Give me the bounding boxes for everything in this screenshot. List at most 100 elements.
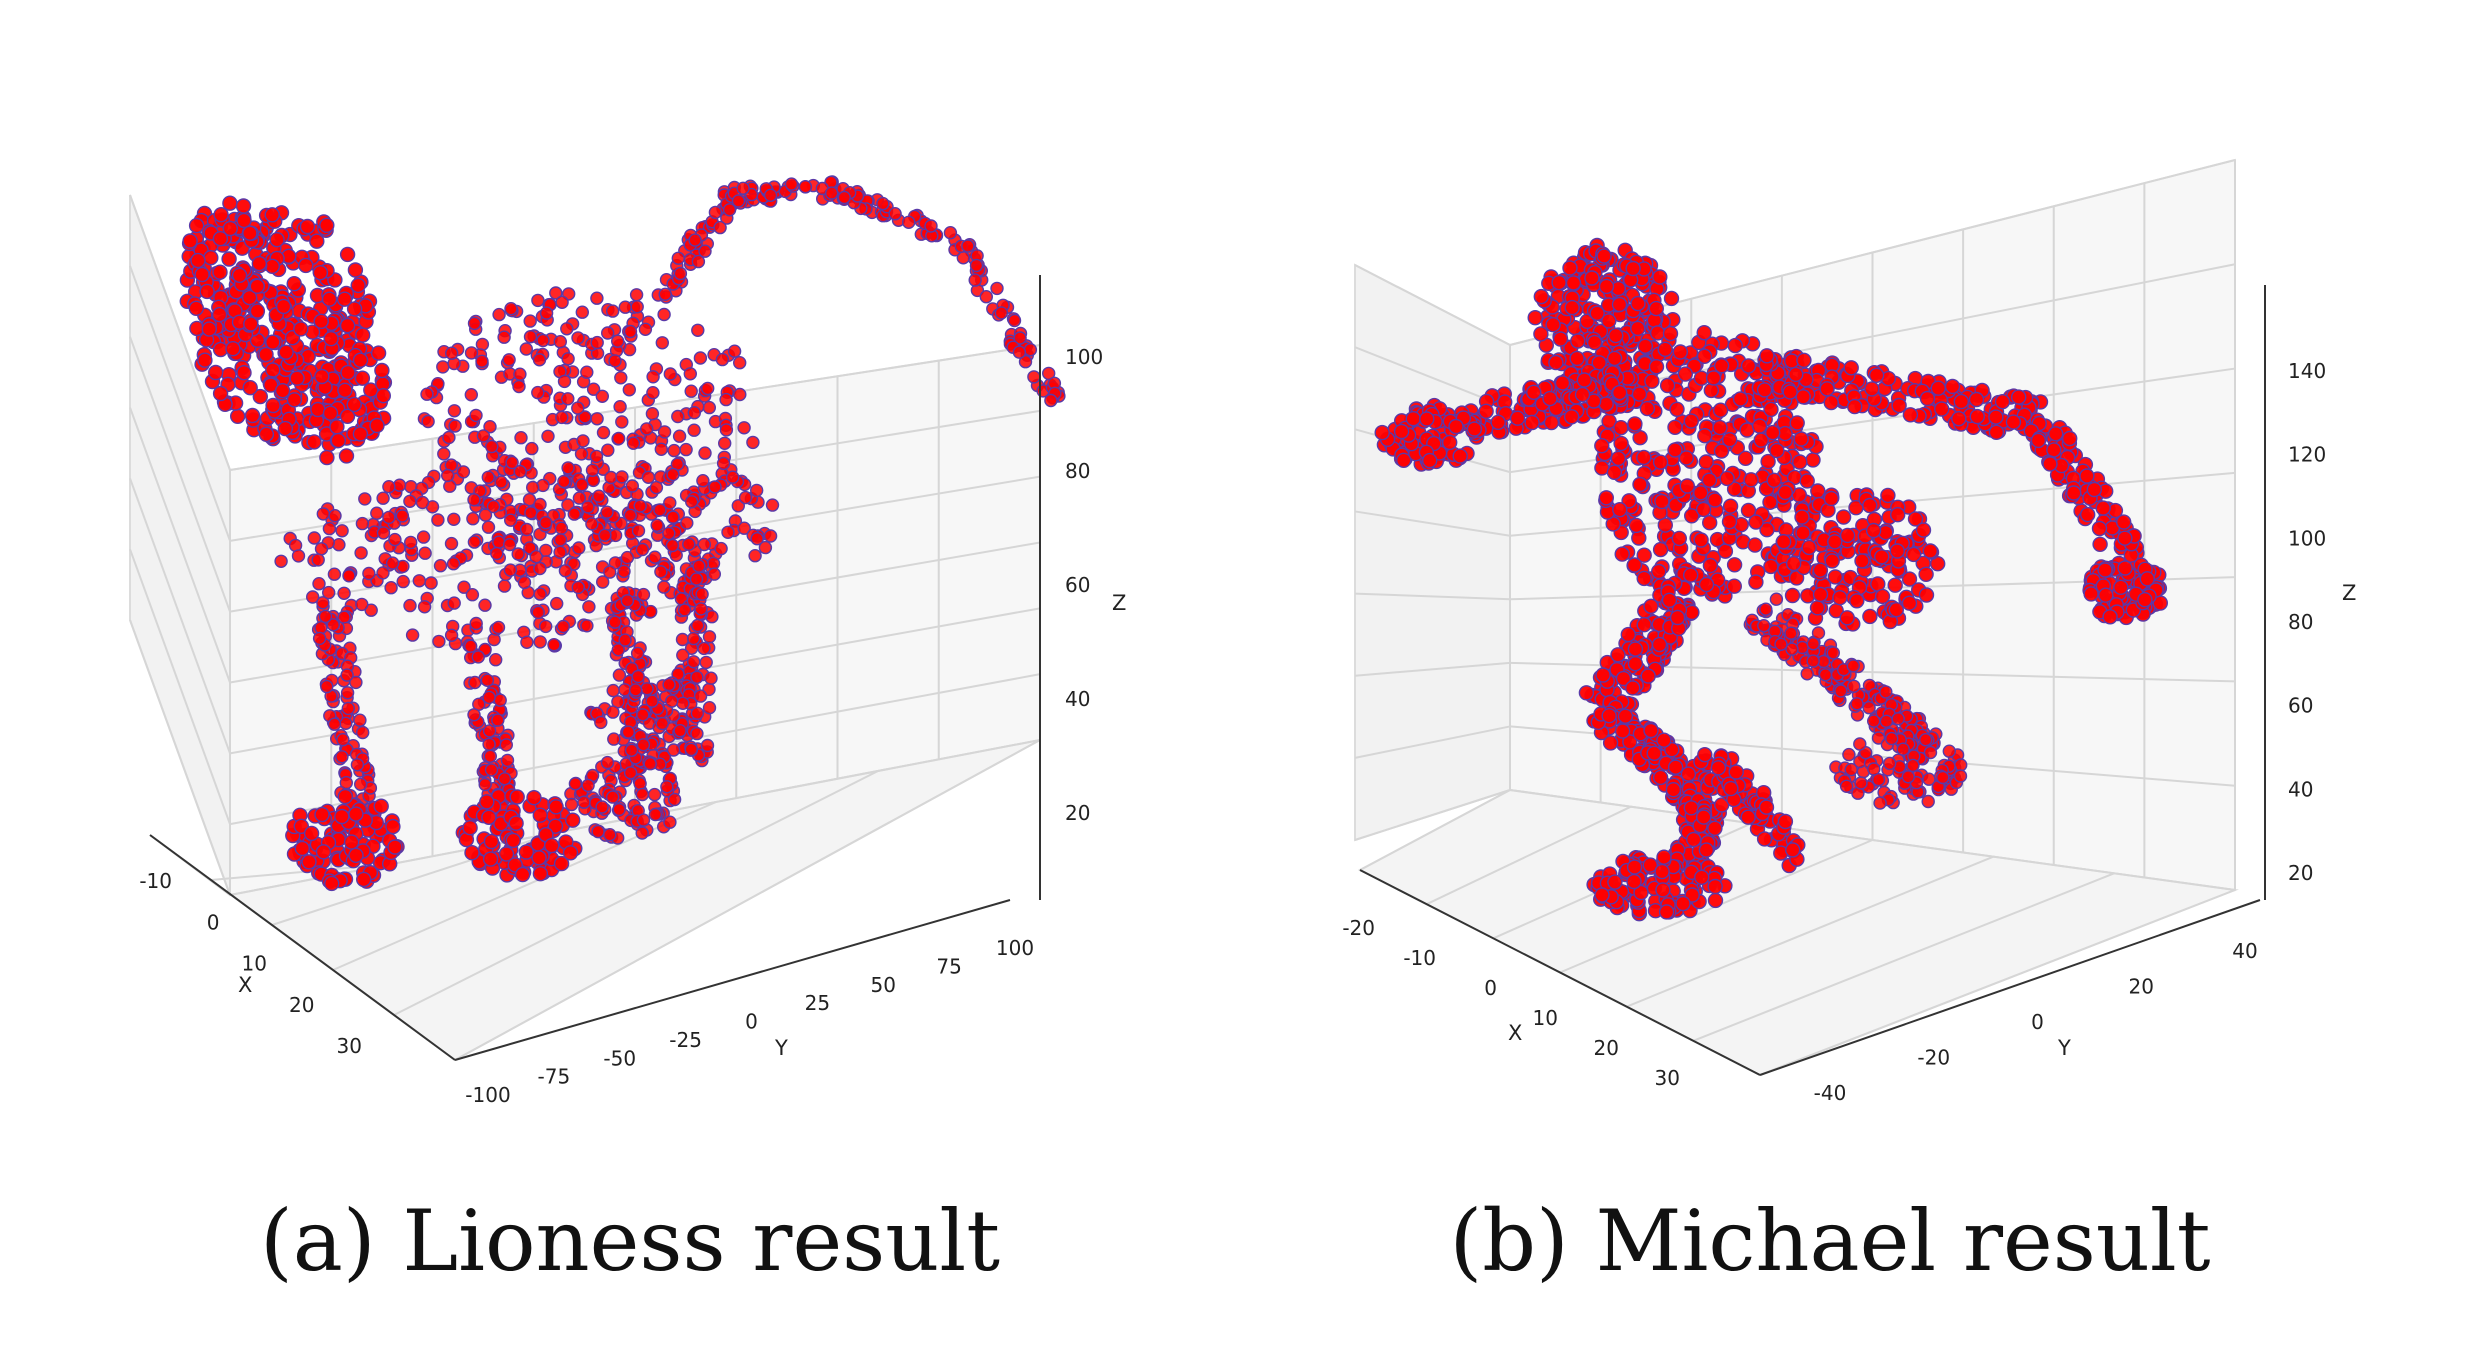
scatter-point bbox=[615, 415, 629, 429]
scatter-point bbox=[1693, 869, 1710, 885]
scatter-point bbox=[655, 336, 669, 350]
scatter-point bbox=[654, 565, 668, 579]
scatter-point bbox=[1659, 377, 1676, 394]
scatter-point bbox=[375, 388, 391, 404]
scatter-point bbox=[1627, 656, 1644, 672]
scatter-point bbox=[309, 233, 325, 249]
scatter-point bbox=[341, 701, 355, 716]
scatter-point bbox=[404, 535, 418, 550]
scatter-point bbox=[385, 818, 401, 835]
scatter-point bbox=[1968, 391, 1985, 408]
scatter-point bbox=[541, 429, 555, 443]
scatter-point bbox=[376, 526, 391, 540]
scatter-point bbox=[676, 696, 690, 710]
scatter-point bbox=[1846, 398, 1863, 415]
scatter-point bbox=[623, 324, 638, 339]
scatter-point bbox=[523, 541, 537, 555]
scatter-point bbox=[1748, 514, 1764, 530]
scatter-point bbox=[571, 580, 585, 595]
scatter-point bbox=[293, 321, 309, 337]
scatter-point bbox=[303, 825, 320, 842]
scatter-point bbox=[1777, 484, 1794, 501]
scatter-point bbox=[1441, 434, 1458, 451]
scatter-point bbox=[1478, 403, 1494, 419]
scatter-point bbox=[1525, 384, 1542, 400]
scatter-point bbox=[1839, 779, 1854, 793]
scatter-point bbox=[1792, 454, 1808, 470]
panel-lioness: -100102030-100-75-50-2502550751002040608… bbox=[129, 175, 1126, 1290]
point-cloud-lioness bbox=[179, 175, 1066, 892]
scatter-point bbox=[235, 198, 252, 214]
scatter-point bbox=[673, 724, 687, 738]
scatter-point bbox=[212, 385, 229, 402]
scatter-point bbox=[1697, 428, 1713, 444]
scatter-point bbox=[1806, 654, 1820, 668]
scatter-point bbox=[705, 610, 719, 624]
scatter-point bbox=[294, 840, 310, 857]
scatter-point bbox=[306, 434, 322, 450]
scatter-point bbox=[784, 177, 799, 191]
scatter-point bbox=[456, 465, 471, 479]
scatter-point bbox=[1627, 641, 1644, 657]
scatter-point bbox=[482, 737, 496, 751]
scatter-point bbox=[1679, 478, 1696, 494]
scatter-point bbox=[737, 421, 751, 435]
scatter-point bbox=[568, 777, 583, 791]
scatter-point bbox=[1695, 809, 1712, 825]
scatter-point bbox=[758, 540, 773, 555]
scatter-point bbox=[491, 713, 505, 727]
scatter-point bbox=[481, 809, 497, 825]
scatter-point bbox=[1793, 431, 1809, 447]
scatter-point bbox=[600, 505, 614, 519]
scatter-point bbox=[203, 250, 219, 266]
scatter-point bbox=[242, 380, 258, 396]
scatter-point bbox=[1576, 372, 1593, 388]
scatter-point bbox=[385, 556, 400, 570]
scatter-point bbox=[680, 516, 694, 530]
scatter-point bbox=[2097, 562, 2113, 578]
scatter-point bbox=[444, 536, 459, 551]
scatter-point bbox=[502, 353, 516, 367]
scatter-point bbox=[604, 470, 618, 485]
scatter-point bbox=[504, 302, 518, 316]
x-tick-label: 10 bbox=[242, 952, 267, 976]
scatter-point bbox=[352, 426, 369, 442]
scatter-point bbox=[363, 382, 379, 398]
scatter-point bbox=[653, 503, 667, 517]
scatter-point bbox=[1988, 424, 2005, 440]
scatter-point bbox=[574, 447, 589, 461]
scatter-point bbox=[691, 323, 705, 337]
scatter-point bbox=[617, 564, 631, 579]
scatter-point bbox=[1712, 402, 1729, 418]
scatter-point bbox=[265, 334, 281, 350]
scatter-point bbox=[212, 264, 228, 280]
scatter-point bbox=[581, 778, 595, 793]
grid-line bbox=[393, 770, 879, 1016]
scatter-point bbox=[736, 181, 750, 196]
scatter-point bbox=[690, 726, 704, 741]
scatter-point bbox=[1751, 418, 1768, 434]
scatter-point bbox=[1839, 527, 1856, 544]
scatter-point bbox=[520, 635, 534, 649]
scatter-point bbox=[968, 273, 982, 287]
scatter-point bbox=[188, 217, 205, 234]
scatter-point bbox=[969, 258, 984, 273]
scatter-point bbox=[531, 385, 545, 400]
scatter-point bbox=[339, 408, 356, 424]
scatter-point bbox=[1643, 722, 1659, 739]
scatter-point bbox=[376, 491, 390, 505]
scatter-point bbox=[1586, 334, 1603, 351]
scatter-point bbox=[252, 388, 268, 405]
scatter-point bbox=[589, 449, 604, 464]
scatter-point bbox=[1636, 449, 1652, 466]
scatter-point bbox=[750, 483, 764, 498]
scatter-point bbox=[596, 575, 610, 589]
scatter-point bbox=[571, 401, 585, 415]
scatter-point bbox=[481, 520, 496, 534]
scatter-point bbox=[1758, 799, 1775, 815]
scatter-point bbox=[1868, 367, 1885, 383]
scatter-point bbox=[491, 620, 506, 635]
scatter-point bbox=[1551, 274, 1567, 291]
scatter-point bbox=[1710, 760, 1727, 776]
scatter-point bbox=[618, 300, 632, 314]
